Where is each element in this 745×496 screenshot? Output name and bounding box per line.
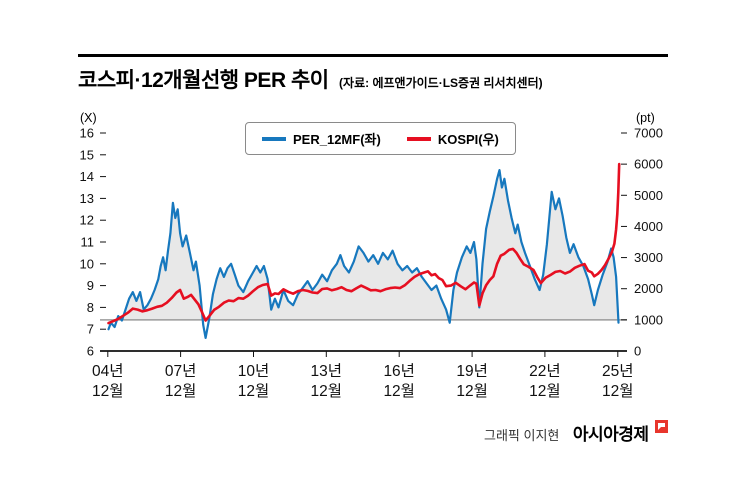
x-axis-label-year: 22년 xyxy=(529,362,561,380)
legend-item-kospi: KOSPI(우) xyxy=(406,129,499,148)
right-axis-tick-label: 1000 xyxy=(634,312,663,327)
x-axis-label-year: 19년 xyxy=(456,362,488,380)
x-axis-label-year: 10년 xyxy=(238,362,270,380)
data-source-label: (자료: 에프앤가이드·LS증권 리서치센터) xyxy=(339,76,543,90)
legend-label-per: PER_12MF(좌) xyxy=(293,132,381,147)
right-axis-tick-label: 7000 xyxy=(634,126,663,141)
left-axis-tick-label: 7 xyxy=(87,322,94,337)
chart-area: (X) (pt) 16 15 14 13 12 11 10 9 8 7 6 7000 6000 5000 4… xyxy=(0,108,745,408)
brand-name: 아시아경제 xyxy=(572,425,649,444)
x-axis-label-month: 12월 xyxy=(383,382,415,400)
x-axis-label-month: 12월 xyxy=(529,382,561,400)
kospi-line-swatch-icon xyxy=(406,136,431,141)
left-axis-unit-label: (X) xyxy=(80,111,97,125)
series-line-per xyxy=(107,168,620,339)
x-axis-label-month: 12월 xyxy=(602,382,634,400)
left-axis-tick-label: 10 xyxy=(80,256,94,271)
right-axis-tick-label: 0 xyxy=(634,344,641,359)
legend: PER_12MF(좌) KOSPI(우) xyxy=(245,122,516,155)
left-axis-tick-label: 12 xyxy=(80,213,94,228)
x-axis-label-year: 16년 xyxy=(383,362,415,380)
left-axis-tick-label: 14 xyxy=(80,169,94,184)
left-axis-tick-label: 6 xyxy=(87,344,94,359)
x-axis-label-year: 07년 xyxy=(165,362,197,380)
legend-label-kospi: KOSPI(우) xyxy=(437,132,499,147)
x-axis-label-year: 04년 xyxy=(92,362,124,380)
x-axis-label-month: 12월 xyxy=(165,382,197,400)
per-line-swatch-icon xyxy=(262,136,286,141)
series-line-kospi xyxy=(107,162,621,325)
chart-canvas: 16 15 14 13 12 11 10 9 8 7 6 7000 6000 5000 4000 3000 20… xyxy=(80,126,663,401)
right-axis-tick-label: 3000 xyxy=(634,250,663,265)
x-axis-label-month: 12월 xyxy=(238,382,270,400)
x-axis-label-year: 13년 xyxy=(311,362,343,380)
left-axis-tick-label: 13 xyxy=(80,191,94,206)
asiae-logo-icon xyxy=(655,420,668,438)
right-axis-tick-label: 6000 xyxy=(634,157,663,172)
left-axis-tick-label: 11 xyxy=(81,235,95,250)
x-axis-label-month: 12월 xyxy=(456,382,488,400)
left-axis-tick-label: 16 xyxy=(80,126,94,141)
x-axis-label-month: 12월 xyxy=(311,382,343,400)
x-axis-label-year: 25년 xyxy=(602,362,634,380)
right-axis-tick-label: 4000 xyxy=(634,219,663,234)
left-axis-tick-label: 9 xyxy=(87,278,94,293)
header: 코스피·12개월선행 PER 추이 (자료: 에프앤가이드·LS증권 리서치센터… xyxy=(78,64,738,94)
graphic-credit: 그래픽 이지현 xyxy=(484,428,560,443)
right-axis-tick-label: 2000 xyxy=(634,281,663,296)
legend-item-per: PER_12MF(좌) xyxy=(262,129,381,148)
footer-credit: 그래픽 이지현 아시아경제 xyxy=(78,420,668,445)
left-axis-tick-label: 8 xyxy=(87,300,94,315)
left-axis-tick-label: 15 xyxy=(80,147,94,162)
right-axis-unit-label: (pt) xyxy=(636,111,655,125)
page-title: 코스피·12개월선행 PER 추이 xyxy=(78,69,329,92)
right-axis-tick-label: 5000 xyxy=(634,188,663,203)
x-axis-label-month: 12월 xyxy=(92,382,124,400)
top-rule xyxy=(78,54,668,57)
